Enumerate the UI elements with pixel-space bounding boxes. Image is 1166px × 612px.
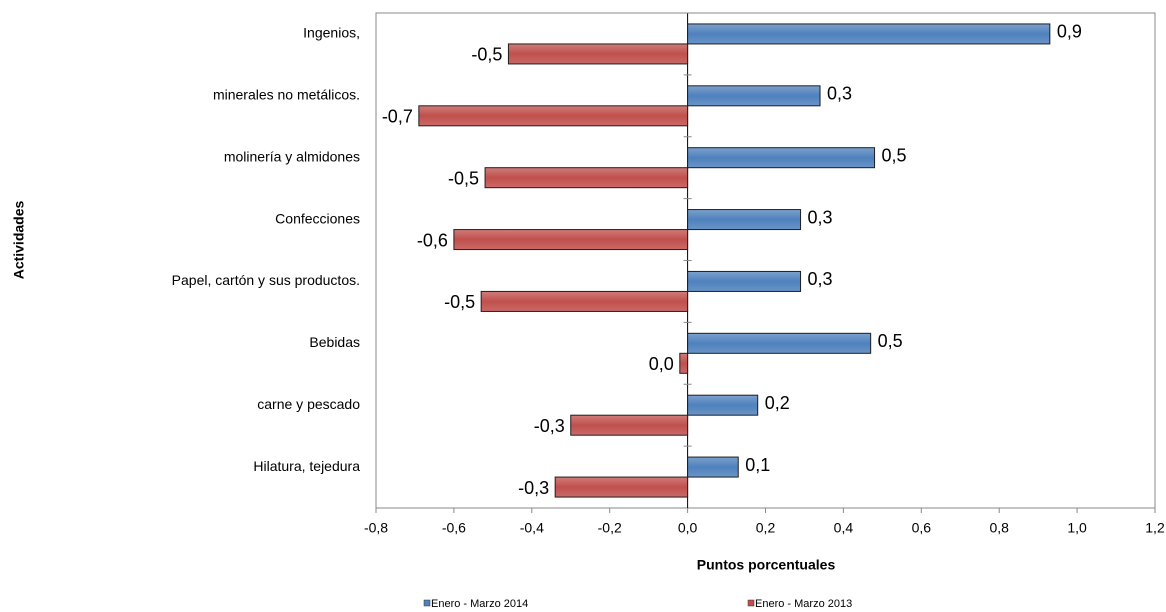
legend-swatch	[747, 599, 755, 607]
y-tick-label: molinería y almidones	[224, 148, 360, 164]
x-tick-label: -0,2	[598, 520, 622, 536]
value-label: 0,5	[882, 145, 907, 165]
x-tick-label: -0,8	[364, 520, 388, 536]
bar	[687, 85, 821, 107]
y-tick-label: Confecciones	[275, 210, 360, 226]
y-tick-label: Ingenios,	[303, 25, 360, 41]
y-tick-label: Hilatura, tejedura	[253, 458, 360, 474]
x-axis-title: Puntos porcentuales	[697, 557, 836, 573]
value-label: 0,3	[827, 84, 852, 104]
x-tick-label: 0,2	[756, 520, 776, 536]
bar	[687, 209, 802, 231]
value-label: 0,5	[878, 331, 903, 351]
bar	[507, 43, 689, 65]
x-tick-label: 0,6	[912, 520, 932, 536]
x-tick-label: 0,4	[834, 520, 854, 536]
x-tick-label: 1,2	[1145, 520, 1165, 536]
y-tick-label: Bebidas	[309, 334, 360, 350]
bar	[484, 167, 689, 189]
legend-swatch	[423, 599, 431, 607]
value-label: -0,3	[534, 416, 565, 436]
value-label: -0,7	[382, 107, 413, 127]
x-tick-label: -0,4	[520, 520, 544, 536]
value-label: 0,9	[1057, 22, 1082, 42]
x-tick-label: 0,8	[989, 520, 1009, 536]
bar	[687, 147, 876, 169]
bar	[687, 23, 1051, 45]
bar	[687, 456, 739, 478]
value-label: -0,6	[417, 230, 448, 250]
value-label: -0,5	[471, 45, 502, 65]
bar	[687, 394, 759, 416]
bar	[687, 332, 872, 354]
y-tick-label: carne y pescado	[257, 396, 360, 412]
bar	[679, 352, 689, 374]
value-label: -0,3	[518, 478, 549, 498]
y-tick-label: Papel, cartón y sus productos.	[172, 272, 360, 288]
bar	[480, 290, 689, 312]
value-label: -0,5	[448, 168, 479, 188]
y-tick-label: minerales no metálicos.	[213, 87, 360, 103]
bar	[554, 476, 689, 498]
value-label: 0,2	[765, 393, 790, 413]
bar	[687, 270, 802, 292]
legend-label: Enero - Marzo 2014	[431, 598, 528, 610]
legend-label: Enero - Marzo 2013	[755, 598, 852, 610]
bar	[453, 229, 689, 251]
y-axis-title: Actividades	[11, 200, 27, 279]
value-label: -0,5	[444, 292, 475, 312]
x-tick-label: 1,0	[1067, 520, 1087, 536]
value-label: 0,3	[808, 269, 833, 289]
bar	[418, 105, 689, 127]
x-tick-label: -0,6	[442, 520, 466, 536]
value-label: 0,0	[649, 354, 674, 374]
x-tick-label: 0,0	[678, 520, 698, 536]
bar	[570, 414, 689, 436]
value-label: 0,1	[745, 455, 770, 475]
value-label: 0,3	[808, 207, 833, 227]
